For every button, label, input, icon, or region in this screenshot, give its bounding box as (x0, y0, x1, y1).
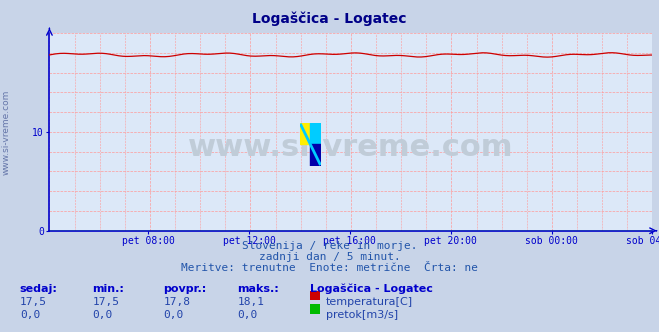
Text: 0,0: 0,0 (237, 310, 258, 320)
Text: maks.:: maks.: (237, 284, 279, 294)
Text: min.:: min.: (92, 284, 124, 294)
Text: pretok[m3/s]: pretok[m3/s] (326, 310, 397, 320)
Bar (310, 144, 321, 166)
Text: www.si-vreme.com: www.si-vreme.com (2, 90, 11, 176)
Text: 17,8: 17,8 (163, 297, 190, 307)
Text: Slovenija / reke in morje.: Slovenija / reke in morje. (242, 241, 417, 251)
Text: 18,1: 18,1 (237, 297, 264, 307)
Text: www.si-vreme.com: www.si-vreme.com (188, 133, 513, 162)
Text: 17,5: 17,5 (92, 297, 119, 307)
Bar (300, 123, 310, 144)
Text: zadnji dan / 5 minut.: zadnji dan / 5 minut. (258, 252, 401, 262)
Text: temperatura[C]: temperatura[C] (326, 297, 413, 307)
Text: Logaščica - Logatec: Logaščica - Logatec (252, 12, 407, 26)
Bar (310, 123, 321, 144)
Text: povpr.:: povpr.: (163, 284, 207, 294)
Text: 0,0: 0,0 (92, 310, 113, 320)
Text: 17,5: 17,5 (20, 297, 47, 307)
Text: 0,0: 0,0 (163, 310, 184, 320)
Text: Logaščica - Logatec: Logaščica - Logatec (310, 284, 432, 294)
Text: 0,0: 0,0 (20, 310, 40, 320)
Text: sedaj:: sedaj: (20, 284, 57, 294)
Text: Meritve: trenutne  Enote: metrične  Črta: ne: Meritve: trenutne Enote: metrične Črta: … (181, 263, 478, 273)
